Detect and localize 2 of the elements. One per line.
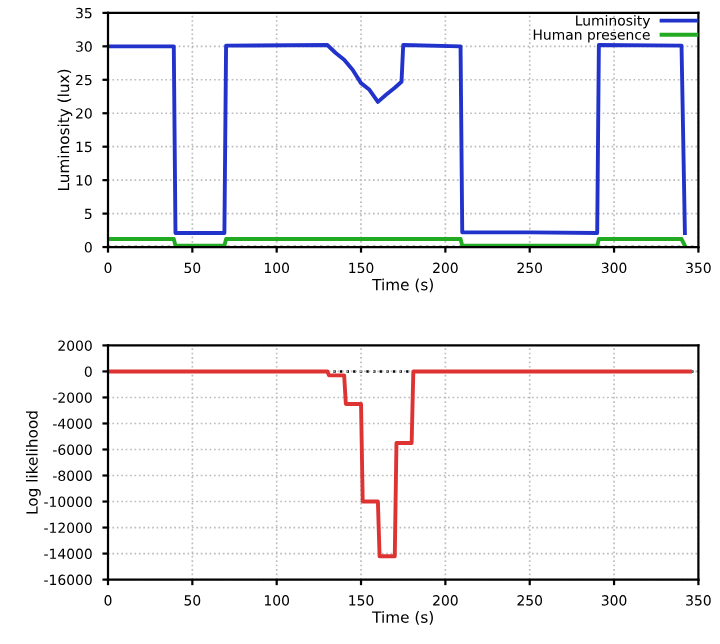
line-series [108, 369, 692, 559]
line-series [108, 43, 687, 235]
